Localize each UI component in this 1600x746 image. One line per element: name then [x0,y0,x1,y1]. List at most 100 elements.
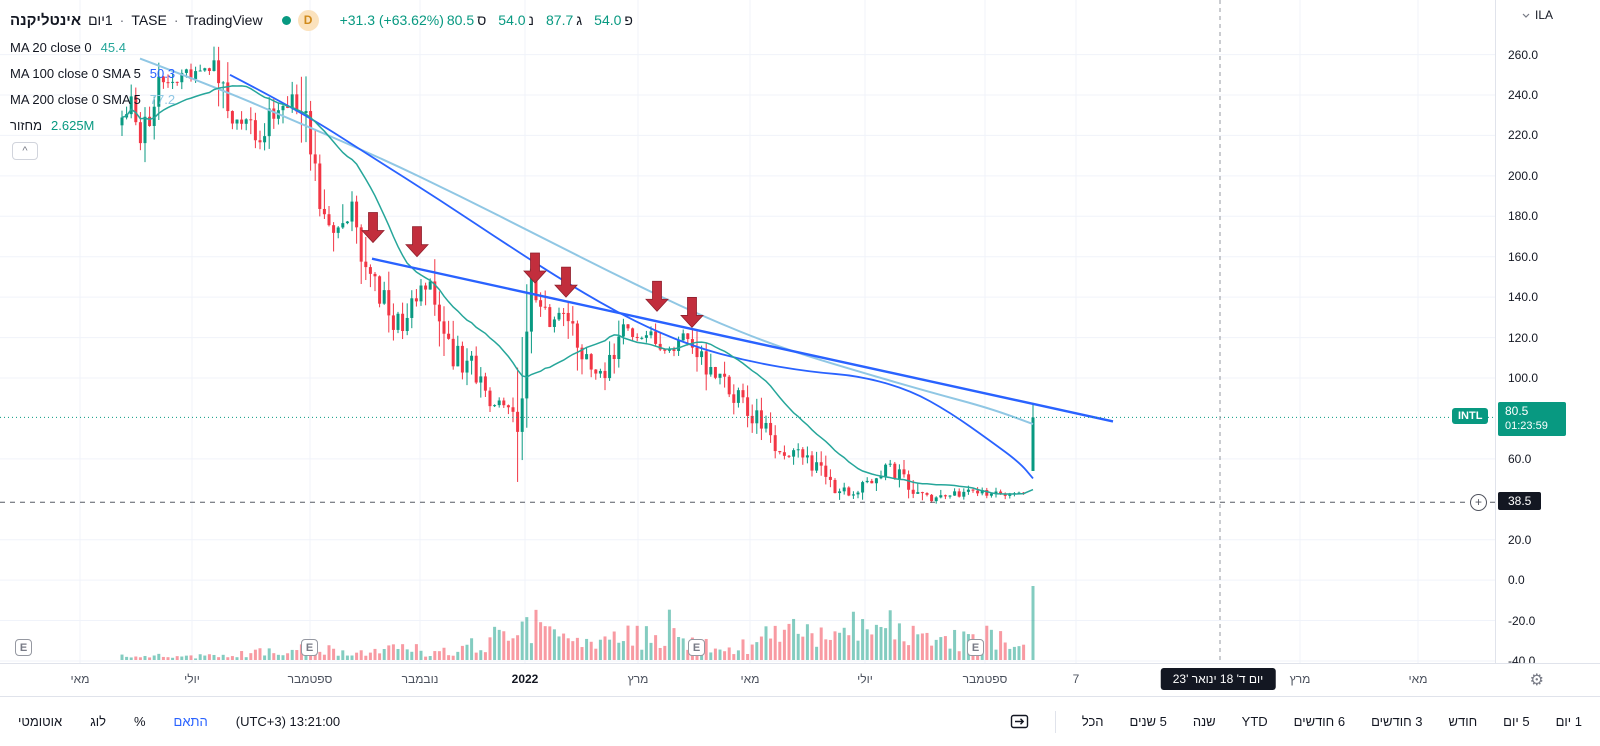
time-axis[interactable]: יום ד' 18 ינואר '23 ⚙ מאי יולי ספטמבר נובמב… [0,663,1600,696]
time-label: ספטמבר [962,672,1008,686]
earnings-marker[interactable]: E [967,639,984,656]
legend-value: 2.625M [51,117,95,133]
open-value: 54.0 [594,12,622,28]
market-status-dot [281,15,291,25]
separator-dot: · [173,12,179,28]
range-button[interactable]: חודש [1448,714,1478,729]
price-tick: 20.0 [1508,532,1532,547]
legend-label: מחזור [10,117,43,133]
separator-dot: · [119,12,125,28]
current-price-value: 80.5 [1505,404,1529,419]
price-tick: 0.0 [1508,573,1525,588]
time-label: מרץ [627,672,649,686]
range-button[interactable]: שנה [1192,714,1216,729]
legend-row[interactable]: MA 200 close 0 SMA 5 77.2 [10,86,175,112]
price-tick: 200.0 [1508,168,1539,183]
close-label: ס [477,12,487,28]
price-tick: 60.0 [1508,451,1532,466]
legend-label: MA 20 close 0 [10,39,92,55]
range-button[interactable]: YTD [1241,714,1268,729]
price-chart-canvas [0,0,1495,663]
price-tick: 220.0 [1508,128,1539,143]
time-label: מאי [70,672,90,686]
high-pair: ג 87.7 [546,12,582,28]
ticker-price-line-label: INTL [1452,408,1489,425]
collapse-legend-button[interactable]: ^ [12,142,38,160]
range-button[interactable]: 5 יום [1503,714,1530,729]
time-label: מרץ [1289,672,1311,686]
price-tick: -20.0 [1508,613,1536,628]
legend-row[interactable]: MA 20 close 0 45.4 [10,34,175,60]
open-pair: פ 54.0 [594,12,633,28]
legend-value: 50.3 [149,65,176,81]
price-axis[interactable]: ILA 80.5 01:23:59 38.5 260.0 240.0 220.0 20… [1495,0,1600,668]
price-tick: 120.0 [1508,330,1539,345]
price-tick: 260.0 [1508,47,1539,62]
crosshair-price-badge: 38.5 [1498,492,1542,511]
exchange-label[interactable]: TASE [131,12,167,28]
low-pair: נ 54.0 [498,12,534,28]
time-label: 2022 [511,672,539,686]
current-price-badge: 80.5 01:23:59 [1498,402,1566,437]
tradingview-brand[interactable]: TradingView [185,12,263,28]
price-tick: 100.0 [1508,370,1539,385]
divider [1054,710,1056,733]
time-label: מאי [740,672,760,686]
time-label: יולי [857,672,873,686]
range-button[interactable]: 6 חודשים [1293,714,1346,729]
close-pair: ס 80.5 +31.3 (+63.62%) [340,12,487,28]
legend-row[interactable]: מחזור 2.625M [10,112,175,138]
bottom-toolbar: אוטומטי לוג% התאם (UTC+3) 13:21:00 1 יום 5 … [0,696,1600,746]
bar-countdown: 01:23:59 [1505,420,1548,433]
high-label: ג [576,12,583,28]
high-value: 87.7 [546,12,574,28]
earnings-marker[interactable]: E [688,639,705,656]
close-value: 80.5 [446,12,475,28]
symbol-name[interactable]: אינטליקנה [10,11,82,29]
daily-interval-badge[interactable]: D [297,9,319,31]
legend-label: MA 200 close 0 SMA 5 [10,91,141,107]
axis-settings-group: אוטומטי לוג% התאם (UTC+3) 13:21:00 [18,714,340,729]
legend-row[interactable]: MA 100 close 0 SMA 5 50.3 [10,60,175,86]
earnings-marker[interactable]: E [15,639,32,656]
price-tick: 240.0 [1508,88,1539,102]
range-button[interactable]: 5 שנים [1129,714,1167,729]
range-button[interactable]: 3 חודשים [1371,714,1423,729]
time-label: יולי [184,672,200,686]
legend-label: MA 100 close 0 SMA 5 [10,65,141,81]
legend-value: 77.2 [149,91,176,107]
chevron-down-icon [1522,13,1530,18]
change-value: +31.3 (+63.62%) [339,12,444,28]
price-tick: 140.0 [1508,290,1539,305]
price-tick: 160.0 [1508,249,1539,264]
range-button[interactable]: 1 יום [1555,714,1582,729]
ohlc-readout: פ 54.0 ג 87.7 נ 54.0 ס 80.5 +31.3 (+63.62%) [340,12,633,28]
axis-setting-button[interactable]: לוג [90,714,106,729]
time-label: נובמבר [401,672,439,686]
time-label: מאי [1408,672,1428,686]
indicators-legend: MA 20 close 0 45.4 MA 100 close 0 SMA 5 50.… [10,34,175,138]
time-label: 7 [1072,672,1080,686]
interval-label[interactable]: 1יום [88,12,113,28]
price-tick: 180.0 [1508,209,1539,224]
earnings-marker[interactable]: E [301,639,318,656]
axis-setting-button[interactable]: % [133,714,146,729]
axis-setting-button[interactable]: התאם [173,714,208,729]
range-buttons-group: 1 יום 5 יום חודש 3 חודשים 6 חודשים YTD שנה 5 שנ… [1010,710,1582,733]
currency-selector[interactable]: ILA [1522,8,1553,22]
go-to-date-icon[interactable] [1010,712,1029,731]
legend-value: 45.4 [100,39,126,55]
clock[interactable]: (UTC+3) 13:21:00 [235,714,341,729]
crosshair-date-tooltip: יום ד' 18 ינואר '23 [1160,668,1276,690]
axis-setting-button[interactable]: אוטומטי [18,714,63,729]
range-button[interactable]: הכל [1081,714,1104,729]
gear-icon[interactable]: ⚙ [1529,672,1544,689]
low-label: נ [528,12,534,28]
low-value: 54.0 [498,12,526,28]
open-label: פ [624,12,633,28]
time-label: ספטמבר [287,672,333,686]
add-alert-plus-button[interactable]: + [1470,493,1487,511]
